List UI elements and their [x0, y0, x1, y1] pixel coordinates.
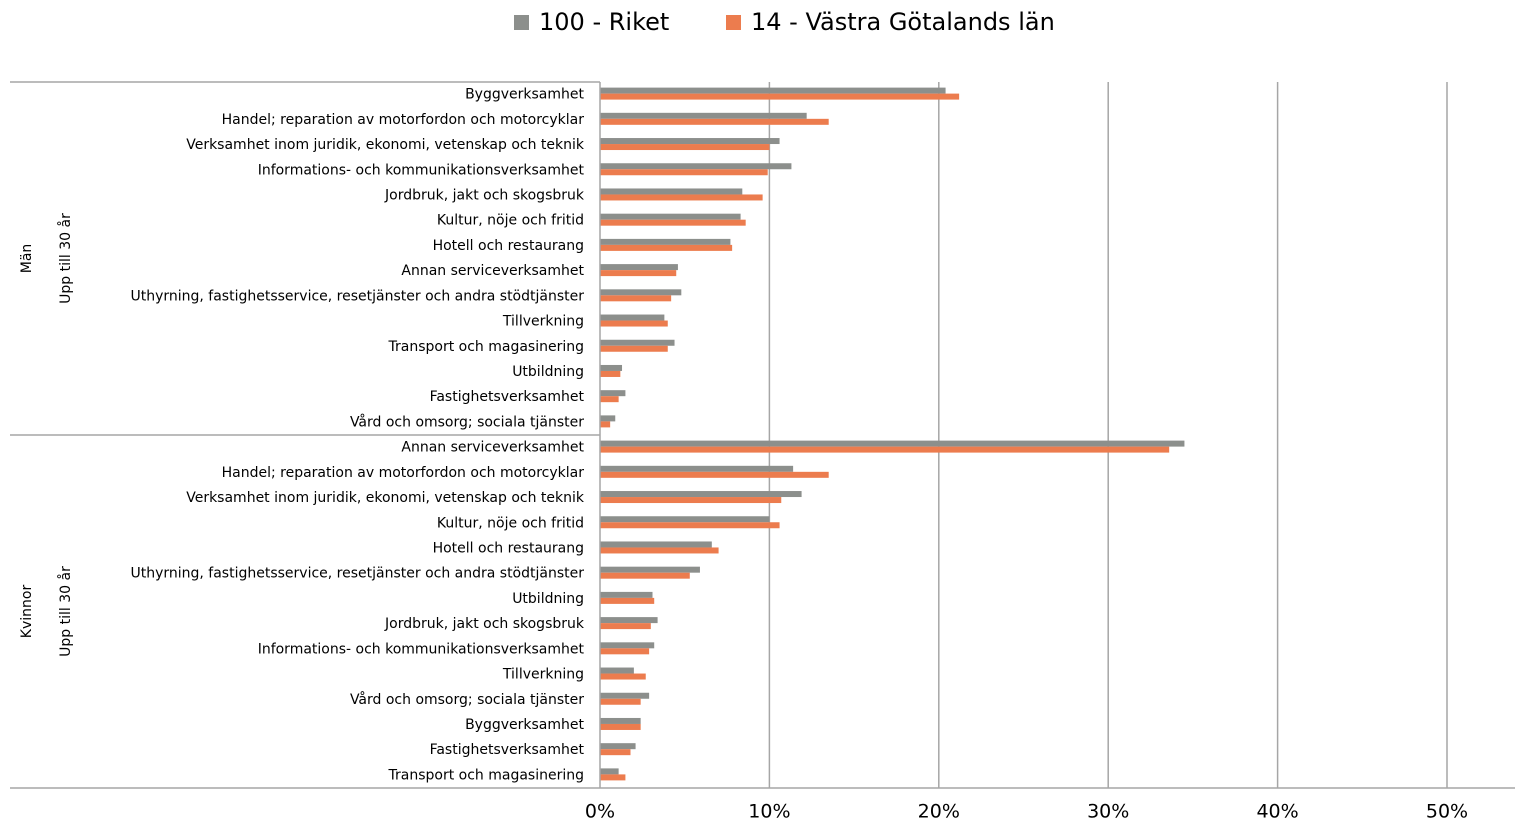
- bar: [600, 396, 619, 403]
- legend-label: 100 - Riket: [539, 8, 669, 36]
- bar: [600, 345, 668, 352]
- legend-swatch: [514, 15, 529, 30]
- x-tick-label: 40%: [1256, 801, 1298, 823]
- bar: [600, 749, 631, 756]
- category-label: Handel; reparation av motorfordon och mo…: [222, 465, 585, 481]
- category-label: Uthyrning, fastighetsservice, resetjänst…: [130, 288, 584, 304]
- legend-label: 14 - Västra Götalands län: [751, 8, 1055, 36]
- bar: [600, 112, 807, 119]
- category-label: Kultur, nöje och fritid: [437, 213, 584, 229]
- bar: [600, 188, 743, 195]
- category-label: Annan serviceverksamhet: [401, 440, 584, 456]
- category-label: Tillverkning: [502, 314, 584, 330]
- category-label: Vård och omsorg; sociala tjänster: [350, 691, 584, 708]
- bar: [600, 314, 665, 321]
- bar: [600, 516, 770, 523]
- bar: [600, 440, 1185, 447]
- category-label: Verksamhet inom juridik, ekonomi, vetens…: [186, 137, 585, 153]
- bar: [600, 768, 619, 775]
- bar: [600, 743, 636, 750]
- bar: [600, 623, 651, 630]
- x-tick-label: 20%: [918, 801, 960, 823]
- bar: [600, 465, 794, 472]
- category-label: Utbildning: [512, 591, 584, 607]
- bar: [600, 364, 623, 371]
- bar: [600, 541, 712, 548]
- category-label: Tillverkning: [502, 667, 584, 683]
- category-label: Informations- och kommunikationsverksamh…: [258, 162, 585, 178]
- bar: [600, 617, 658, 624]
- category-label: Handel; reparation av motorfordon och mo…: [222, 112, 585, 128]
- bar: [600, 289, 682, 296]
- category-label: Fastighetsverksamhet: [430, 742, 585, 758]
- category-label: Hotell och restaurang: [433, 238, 584, 254]
- bar: [600, 93, 960, 100]
- bar: [600, 774, 626, 781]
- bar: [600, 370, 621, 377]
- group-label: Kvinnor: [19, 585, 35, 639]
- category-label: Byggverksamhet: [465, 717, 584, 733]
- x-tick-label: 0%: [585, 801, 615, 823]
- bar: [600, 667, 634, 674]
- bar: [600, 673, 646, 680]
- bar: [600, 572, 690, 579]
- bar: [600, 698, 641, 705]
- bar: [600, 213, 741, 220]
- bar: [600, 138, 780, 145]
- category-label: Transport och magasinering: [388, 339, 585, 355]
- bar: [600, 295, 672, 302]
- category-label: Transport och magasinering: [388, 767, 585, 783]
- bar: [600, 547, 719, 554]
- group-label: Män: [19, 244, 35, 274]
- category-label: Utbildning: [512, 364, 584, 380]
- bar: [600, 118, 829, 125]
- subgroup-label: Upp till 30 år: [57, 213, 74, 304]
- bar: [600, 244, 733, 251]
- bar: [600, 320, 668, 327]
- bar: [600, 717, 641, 724]
- subgroup-label: Upp till 30 år: [57, 566, 74, 657]
- category-label: Jordbruk, jakt och skogsbruk: [384, 616, 585, 632]
- bar: [600, 491, 802, 498]
- category-label: Byggverksamhet: [465, 87, 584, 103]
- bar: [600, 648, 650, 655]
- bar: [600, 692, 650, 699]
- bar: [600, 270, 677, 277]
- bar: [600, 471, 829, 478]
- bar: [600, 194, 763, 201]
- bar: [600, 264, 678, 271]
- category-label: Kultur, nöje och fritid: [437, 515, 584, 531]
- bar: [600, 723, 641, 730]
- bar: [600, 421, 611, 428]
- bar: [600, 591, 653, 598]
- bar: [600, 415, 616, 422]
- bar: [600, 446, 1170, 453]
- category-label: Hotell och restaurang: [433, 540, 584, 556]
- x-tick-label: 30%: [1087, 801, 1129, 823]
- category-label: Annan serviceverksamhet: [401, 263, 584, 279]
- bar: [600, 238, 731, 245]
- bar: [600, 87, 946, 94]
- bar: [600, 169, 768, 176]
- category-label: Fastighetsverksamhet: [430, 389, 585, 405]
- bar: [600, 642, 655, 649]
- bar: [600, 163, 792, 170]
- category-label: Informations- och kommunikationsverksamh…: [258, 641, 585, 657]
- bar: [600, 339, 675, 346]
- category-label: Uthyrning, fastighetsservice, resetjänst…: [130, 566, 584, 582]
- bar: [600, 597, 655, 604]
- bar: [600, 390, 626, 397]
- legend-swatch: [726, 15, 741, 30]
- category-label: Verksamhet inom juridik, ekonomi, vetens…: [186, 490, 585, 506]
- category-label: Jordbruk, jakt och skogsbruk: [384, 187, 585, 203]
- category-label: Vård och omsorg; sociala tjänster: [350, 413, 584, 430]
- bar: [600, 219, 746, 226]
- bar: [600, 497, 782, 504]
- x-tick-label: 10%: [748, 801, 790, 823]
- bar: [600, 522, 780, 529]
- x-tick-label: 50%: [1426, 801, 1468, 823]
- bar: [600, 566, 700, 573]
- bar: [600, 144, 770, 151]
